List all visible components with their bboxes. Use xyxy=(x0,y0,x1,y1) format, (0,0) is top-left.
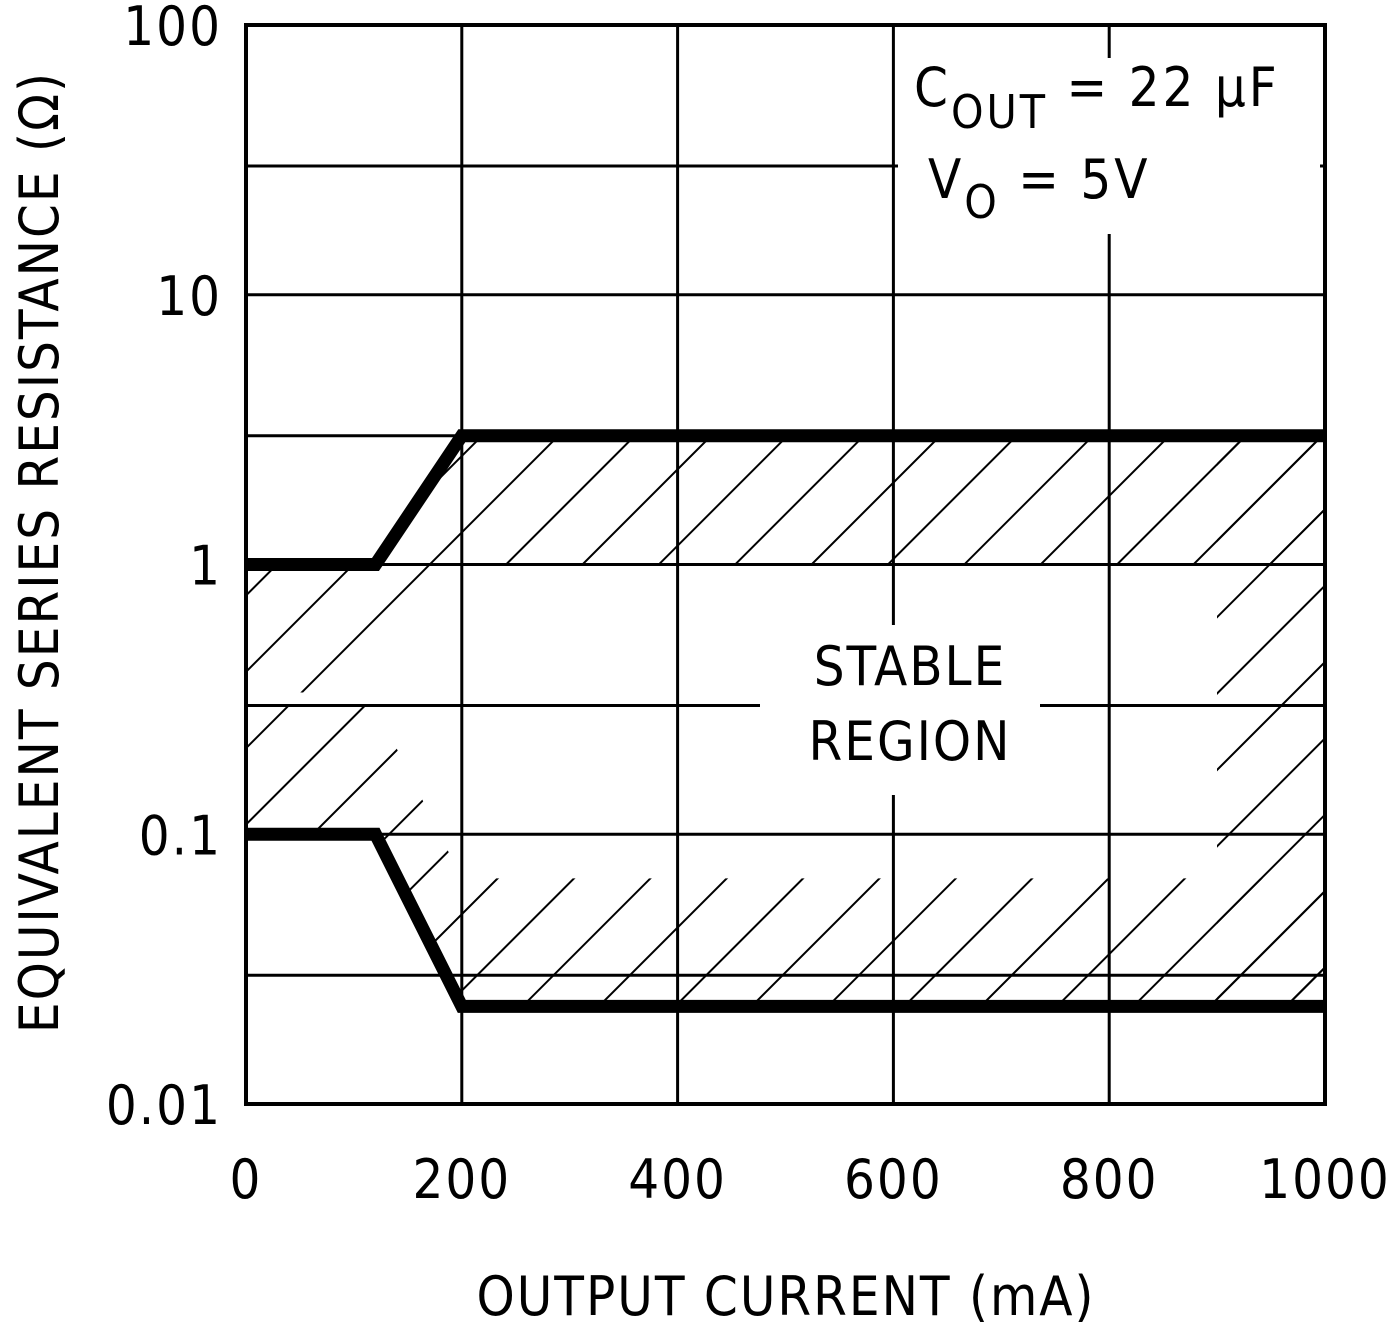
upper-hatch-band xyxy=(246,435,1325,693)
region-label-background xyxy=(760,625,1040,795)
x-tick-label-1000: 1000 xyxy=(1259,1148,1391,1211)
stable-region-label-line2: REGION xyxy=(809,710,1012,773)
cout-annotation: COUT = 22 μF xyxy=(914,56,1280,139)
x-tick-label-800: 800 xyxy=(1060,1148,1159,1211)
x-tick-label-400: 400 xyxy=(628,1148,727,1211)
plot-frame xyxy=(244,23,1327,1106)
cout-sub: OUT xyxy=(951,85,1048,139)
tick-labels: 0 200 400 600 800 1000 0.01 0.1 1 10 100 xyxy=(106,0,1391,1211)
y-tick-label-1: 1 xyxy=(189,535,222,598)
conditions-label-background xyxy=(898,58,1320,234)
y-tick-label-0.01: 0.01 xyxy=(106,1074,222,1137)
vo-sub: O xyxy=(964,175,1000,229)
cout-main: C xyxy=(914,56,951,119)
x-tick-label-600: 600 xyxy=(844,1148,943,1211)
lower-hatch-band xyxy=(246,706,1325,1007)
vo-annotation: VO = 5V xyxy=(928,148,1151,229)
vo-value: = 5V xyxy=(1000,148,1151,211)
y-tick-label-10: 10 xyxy=(156,265,222,328)
y-tick-label-100: 100 xyxy=(123,0,222,58)
hatch-bands xyxy=(246,435,1325,1007)
lower-esr-limit-line xyxy=(246,827,1325,1013)
x-tick-label-0: 0 xyxy=(230,1148,263,1211)
vo-main: V xyxy=(928,148,964,211)
y-axis-label: EQUIVALENT SERIES RESISTANCE (Ω) xyxy=(8,71,71,1033)
cout-value: = 22 μF xyxy=(1048,56,1280,119)
y-tick-label-0.1: 0.1 xyxy=(139,804,222,867)
x-tick-label-200: 200 xyxy=(412,1148,511,1211)
x-axis-label: OUTPUT CURRENT (mA) xyxy=(476,1265,1095,1326)
label-backgrounds xyxy=(760,58,1320,795)
upper-esr-limit-line xyxy=(246,429,1325,571)
boundary-curves xyxy=(246,429,1325,1013)
stable-region-label-line1: STABLE xyxy=(814,635,1007,698)
right-hatch-band xyxy=(1217,435,1325,1007)
